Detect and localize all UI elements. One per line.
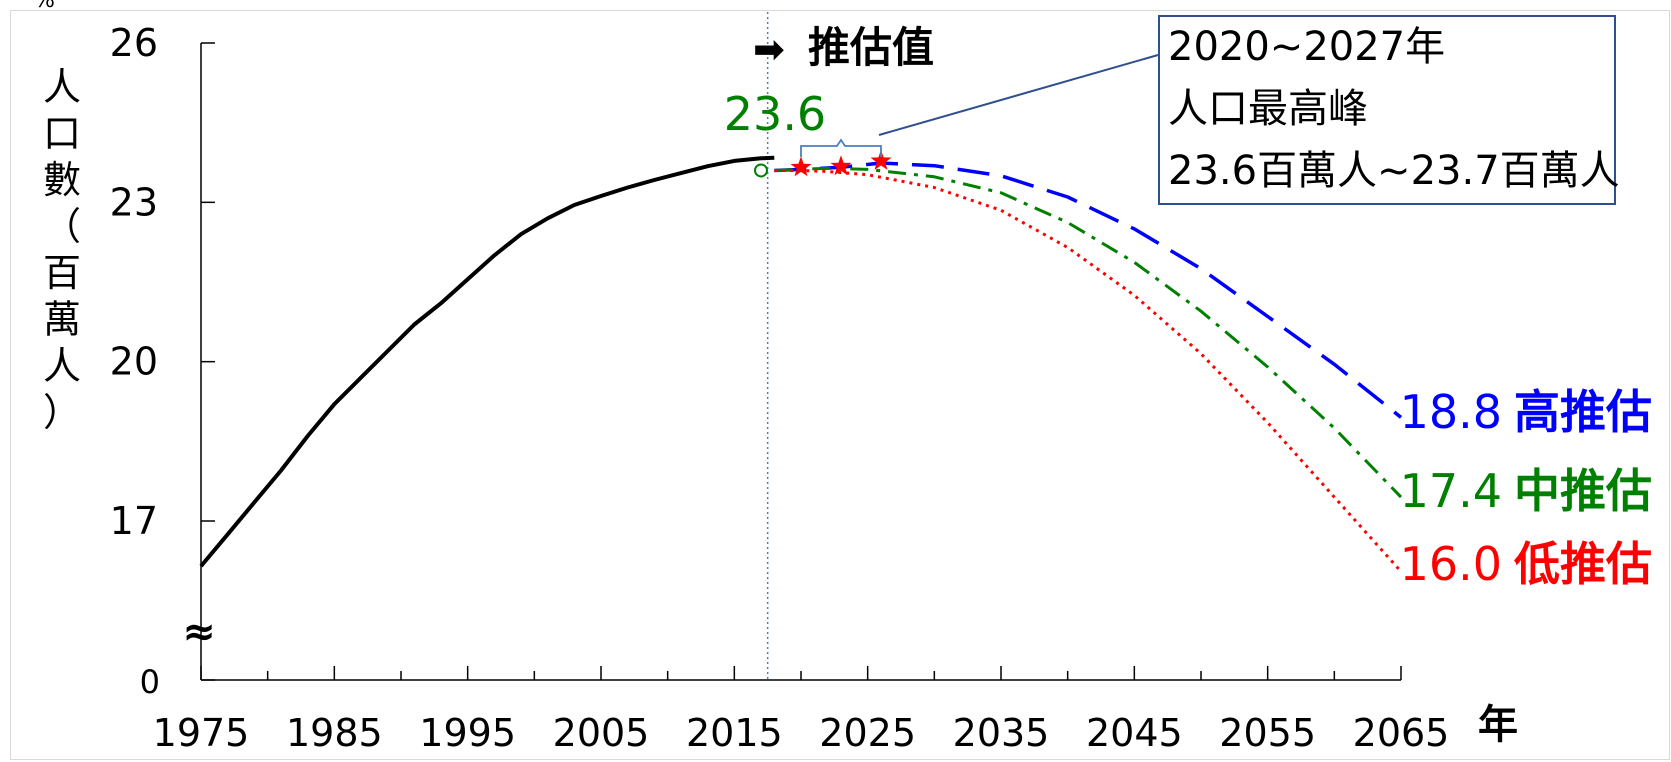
peak-annotation-line: 2020~2027年 <box>1168 24 1445 70</box>
x-tick-label: 2055 <box>1219 711 1316 755</box>
series-end-name: 中推估 <box>1514 464 1652 518</box>
x-tick-label: 2045 <box>1086 711 1183 755</box>
peak-annotation-line: 23.6百萬人~23.7百萬人 <box>1168 148 1620 194</box>
peak-range-brace <box>800 138 882 157</box>
y-tick-label: 26 <box>110 21 158 65</box>
y-axis-label-char: 人 <box>43 344 81 388</box>
peak-star-marker <box>790 156 812 177</box>
series-line-高推估 <box>774 161 1403 419</box>
y-tick-label: 0 <box>140 663 160 701</box>
x-tick-label: 1995 <box>419 711 516 755</box>
x-tick-label: 2065 <box>1353 711 1450 755</box>
projection-start-marker <box>754 163 768 178</box>
y-axis-label-char: ） <box>43 391 81 435</box>
series-end-value: 16.0 <box>1400 537 1502 591</box>
peak-annotation-line: 人口最高峰 <box>1168 86 1368 132</box>
x-tick-label: 1975 <box>153 711 250 755</box>
series-end-value: 17.4 <box>1400 464 1502 518</box>
y-tick-label: 23 <box>110 180 158 224</box>
y-axis-label-char: 萬 <box>43 298 81 342</box>
x-tick-label: 2025 <box>819 711 916 755</box>
peak-star-marker <box>870 150 892 170</box>
peak-annotation-box <box>1158 15 1616 205</box>
annotation-leader-line <box>878 54 1159 136</box>
y-axis-label-char: 口 <box>43 112 81 156</box>
peak-star-marker <box>830 155 852 176</box>
series-end-name: 高推估 <box>1514 385 1652 439</box>
projection-label: 推估值 <box>808 23 934 72</box>
x-tick-label: 2005 <box>553 711 650 755</box>
x-axis-label: 年 <box>1478 702 1518 748</box>
y-axis-label-char: （ <box>43 205 81 249</box>
y-axis-label-char: 百 <box>43 251 81 295</box>
y-tick-label: 17 <box>110 499 158 543</box>
projection-start-value: 23.6 <box>724 87 826 141</box>
projection-arrow-icon: ➡ <box>753 27 785 71</box>
y-axis-label-char: 人 <box>43 65 81 109</box>
series-end-name: 低推估 <box>1514 537 1652 591</box>
y-tick-label: 20 <box>110 340 158 384</box>
y-axis-break-symbol: ≈ <box>182 609 216 655</box>
corner-unit-label: % <box>34 0 55 13</box>
series-line-中推估 <box>774 166 1403 499</box>
x-tick-label: 2035 <box>953 711 1050 755</box>
series-end-value: 18.8 <box>1400 385 1502 439</box>
x-tick-label: 1985 <box>286 711 383 755</box>
series-line-低推估 <box>774 169 1403 573</box>
x-tick-label: 2015 <box>686 711 783 755</box>
y-axis-label-char: 數 <box>43 158 81 202</box>
series-line-historical <box>199 155 775 568</box>
chart-frame <box>10 10 1670 760</box>
